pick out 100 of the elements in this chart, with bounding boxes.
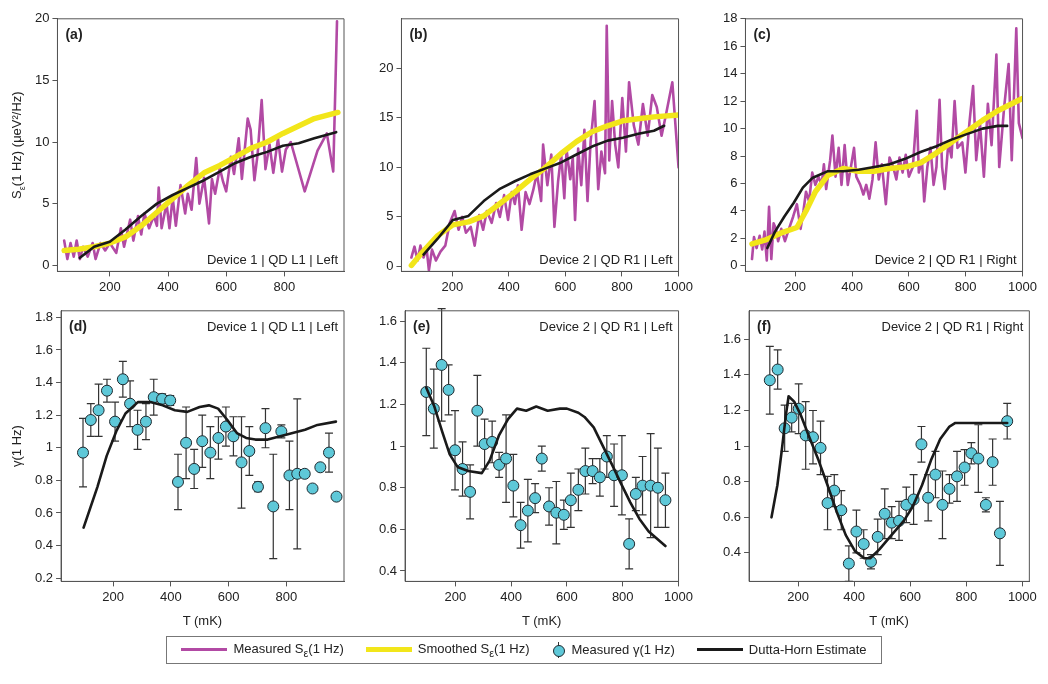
point [471, 404, 484, 417]
y-tick-label: 4 [730, 202, 738, 218]
y-tick-label: 1.8 [34, 308, 54, 324]
y-tick-label: 1.2 [34, 406, 54, 422]
point [564, 494, 577, 507]
x-tick-label: 600 [217, 588, 240, 604]
y-tick-label: 1.6 [722, 330, 742, 346]
y-tick-label: 0.8 [378, 479, 398, 495]
annotation: Device 1 | QD L1 | Left [206, 252, 339, 268]
annotation: (b) [409, 25, 428, 42]
y-tick-label: 0.8 [722, 473, 742, 489]
x-tick-label: 800 [611, 278, 633, 294]
annotation: Device 2 | QD R1 | Left [539, 252, 673, 268]
point [535, 452, 548, 465]
point [322, 446, 335, 459]
y-tick-label: 0 [730, 257, 738, 273]
point [785, 411, 798, 424]
point [77, 446, 90, 459]
point [814, 441, 827, 454]
legend-label: Measured γ(1 Hz) [571, 642, 675, 658]
y-tick-label: 5 [42, 195, 50, 211]
point [771, 363, 784, 376]
legend-label: Measured S$_{ε}$(1 Hz) [233, 641, 344, 659]
y-tick-label: 0.6 [722, 508, 742, 524]
point [180, 436, 193, 449]
x-tick-label: 200 [784, 278, 807, 294]
x-tick-label: 600 [556, 588, 578, 604]
annotation: Device 2 | QD R1 | Left [539, 318, 673, 334]
annotation: (e) [413, 317, 431, 334]
x-tick-label: 200 [444, 588, 467, 604]
y-tick-label: 0 [386, 258, 394, 274]
point [507, 479, 520, 492]
point [557, 508, 570, 521]
point [993, 527, 1006, 540]
x-axis-title: T (mK) [182, 613, 223, 628]
annotation: Device 2 | QD R1 | Right [881, 318, 1024, 334]
y-tick-label: 1.4 [378, 354, 398, 370]
x-tick-label: 800 [611, 588, 634, 604]
point [435, 358, 448, 371]
y-tick-label: 0 [42, 256, 50, 272]
point [131, 423, 144, 436]
point [593, 471, 606, 484]
y-tick-label: 8 [730, 147, 738, 163]
annotation: (a) [65, 25, 83, 42]
point [514, 519, 527, 532]
point [629, 487, 642, 500]
x-tick-label: 1000 [664, 588, 693, 604]
y-tick-label: 1.2 [378, 396, 398, 412]
y-tick-label: 1.4 [722, 366, 742, 382]
y-tick-label: 1.6 [34, 341, 54, 357]
point [227, 430, 240, 443]
point [306, 482, 319, 495]
x-tick-label: 600 [215, 278, 238, 294]
point [943, 482, 956, 495]
point [521, 504, 534, 517]
y-tick-label: 16 [722, 37, 738, 53]
point [763, 374, 776, 387]
point [936, 498, 949, 511]
annotation: (f) [757, 317, 772, 334]
point [929, 468, 942, 481]
x-tick-label: 600 [554, 278, 577, 294]
x-tick-label: 600 [899, 588, 922, 604]
x-tick-label: 800 [275, 588, 298, 604]
point [109, 415, 122, 428]
x-tick-label: 400 [498, 278, 520, 294]
annotation: (d) [69, 317, 87, 334]
y-tick-label: 10 [378, 158, 394, 174]
point [204, 446, 217, 459]
point [572, 483, 585, 496]
point [172, 475, 184, 488]
y-tick-label: 15 [378, 109, 394, 125]
point [529, 492, 542, 505]
x-tick-label: 600 [898, 278, 920, 294]
point [623, 537, 636, 550]
x-tick-label: 200 [102, 588, 124, 604]
x-tick-label: 200 [441, 278, 464, 294]
y-tick-label: 2 [730, 230, 738, 246]
x-tick-label: 400 [843, 588, 866, 604]
point [857, 538, 870, 551]
point [243, 444, 256, 457]
point [84, 414, 97, 427]
x-tick-label: 400 [500, 588, 522, 604]
point [972, 452, 985, 465]
annotation: Device 1 | QD L1 | Left [206, 318, 339, 334]
y-tick-label: 0.4 [378, 562, 398, 578]
point [298, 467, 311, 480]
point [188, 462, 201, 475]
point [212, 431, 225, 444]
y-tick-label: 20 [378, 59, 394, 75]
point [951, 470, 964, 483]
point [651, 481, 664, 494]
point [314, 461, 327, 474]
y-tick-label: 0.8 [34, 471, 54, 487]
x-tick-label: 1000 [1007, 588, 1037, 604]
x-axis-title: T (mK) [869, 613, 909, 628]
point [235, 456, 248, 469]
x-axis-title: T (mK) [521, 613, 562, 628]
y-tick-label: 5 [386, 208, 394, 224]
x-tick-label: 800 [955, 588, 978, 604]
point [330, 490, 343, 503]
